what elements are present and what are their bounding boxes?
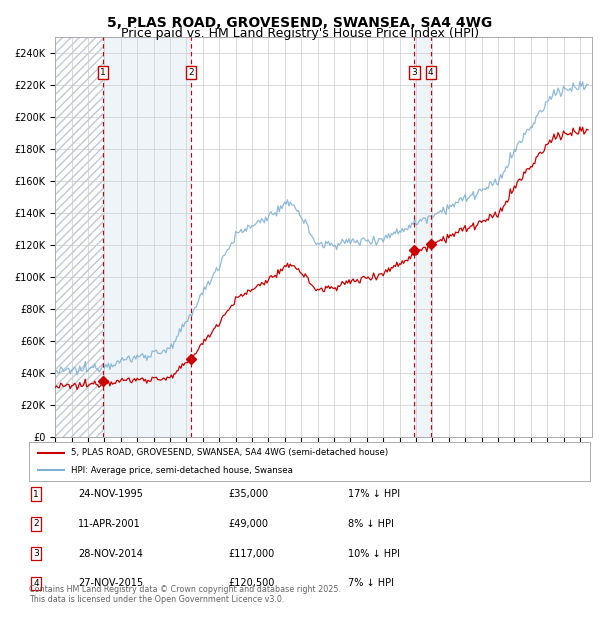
Text: 10% ↓ HPI: 10% ↓ HPI [348,549,400,559]
Text: 4: 4 [428,68,434,77]
Text: 5, PLAS ROAD, GROVESEND, SWANSEA, SA4 4WG: 5, PLAS ROAD, GROVESEND, SWANSEA, SA4 4W… [107,16,493,30]
Text: £117,000: £117,000 [228,549,274,559]
Text: 1: 1 [33,490,39,498]
Text: 3: 3 [412,68,418,77]
Text: 3: 3 [33,549,39,558]
Text: 28-NOV-2014: 28-NOV-2014 [78,549,143,559]
Text: Price paid vs. HM Land Registry's House Price Index (HPI): Price paid vs. HM Land Registry's House … [121,27,479,40]
Bar [103,37,191,437]
Text: 7% ↓ HPI: 7% ↓ HPI [348,578,394,588]
Text: 8% ↓ HPI: 8% ↓ HPI [348,519,394,529]
Text: 11-APR-2001: 11-APR-2001 [78,519,141,529]
Text: £35,000: £35,000 [228,489,268,499]
Bar [55,37,103,437]
Bar [415,37,431,437]
Text: 4: 4 [33,579,39,588]
Text: 2: 2 [188,68,194,77]
Text: 27-NOV-2015: 27-NOV-2015 [78,578,143,588]
Text: Contains HM Land Registry data © Crown copyright and database right 2025.
This d: Contains HM Land Registry data © Crown c… [29,585,341,604]
Text: 24-NOV-1995: 24-NOV-1995 [78,489,143,499]
Text: 1: 1 [100,68,106,77]
Text: HPI: Average price, semi-detached house, Swansea: HPI: Average price, semi-detached house,… [71,466,293,475]
Text: £120,500: £120,500 [228,578,274,588]
Text: 5, PLAS ROAD, GROVESEND, SWANSEA, SA4 4WG (semi-detached house): 5, PLAS ROAD, GROVESEND, SWANSEA, SA4 4W… [71,448,388,458]
Text: 2: 2 [33,520,39,528]
Text: £49,000: £49,000 [228,519,268,529]
Text: 17% ↓ HPI: 17% ↓ HPI [348,489,400,499]
